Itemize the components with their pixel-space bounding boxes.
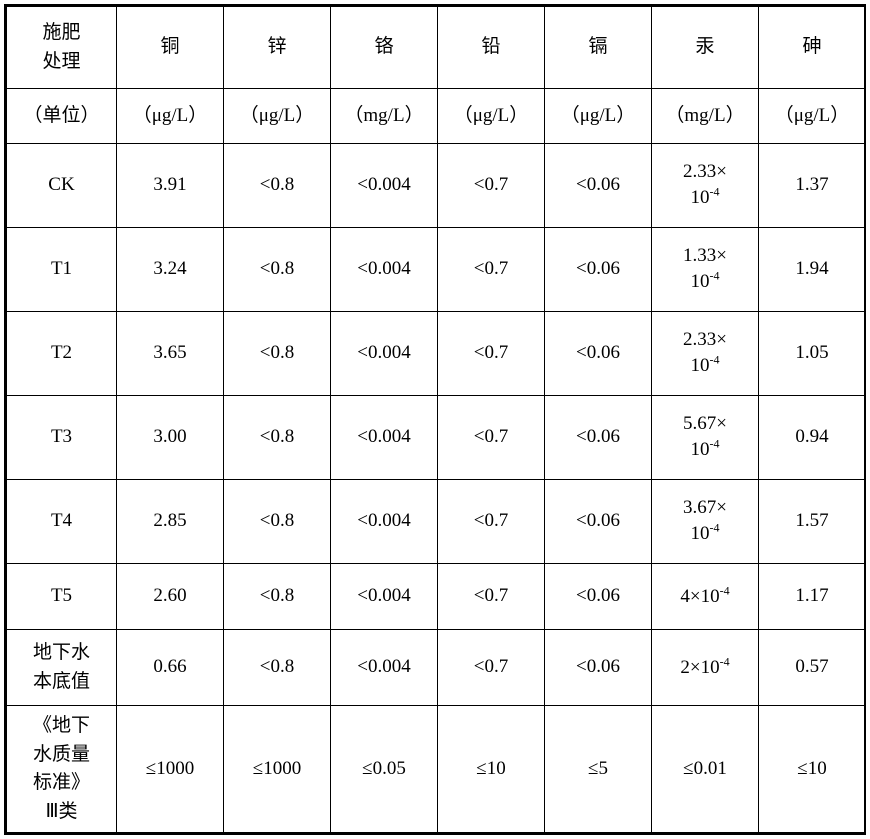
table-body: 施肥处理铜锌铬铅镉汞砷（单位）（μg/L）（μg/L）（mg/L）（μg/L）（… — [7, 7, 866, 833]
data-cell: T2 — [7, 312, 117, 396]
data-cell: <0.7 — [438, 144, 545, 228]
data-cell: ≤10 — [438, 706, 545, 833]
data-cell: 1.05 — [759, 312, 866, 396]
header-cell-pb: 铅 — [438, 7, 545, 89]
data-cell: 0.94 — [759, 396, 866, 480]
data-cell: <0.8 — [224, 480, 331, 564]
unit-cell-as: （μg/L） — [759, 89, 866, 144]
unit-cell-pb: （μg/L） — [438, 89, 545, 144]
data-cell: <0.7 — [438, 630, 545, 706]
data-cell: <0.8 — [224, 312, 331, 396]
unit-cell-zn: （μg/L） — [224, 89, 331, 144]
data-cell: <0.004 — [331, 396, 438, 480]
table-header-row: 施肥处理铜锌铬铅镉汞砷 — [7, 7, 866, 89]
data-cell: ≤5 — [545, 706, 652, 833]
data-cell: ≤10 — [759, 706, 866, 833]
heavy-metals-table: 施肥处理铜锌铬铅镉汞砷（单位）（μg/L）（μg/L）（mg/L）（μg/L）（… — [6, 6, 866, 833]
header-cell-cu: 铜 — [117, 7, 224, 89]
table-row: T52.60<0.8<0.004<0.7<0.064×10-41.17 — [7, 564, 866, 630]
data-cell: <0.7 — [438, 312, 545, 396]
data-cell: T3 — [7, 396, 117, 480]
data-cell: <0.06 — [545, 564, 652, 630]
data-cell: <0.8 — [224, 564, 331, 630]
data-cell: 3.00 — [117, 396, 224, 480]
data-cell: <0.06 — [545, 630, 652, 706]
data-cell: <0.8 — [224, 630, 331, 706]
data-cell: 1.57 — [759, 480, 866, 564]
data-cell: <0.7 — [438, 564, 545, 630]
data-cell: T5 — [7, 564, 117, 630]
data-cell: <0.004 — [331, 480, 438, 564]
data-cell: 1.37 — [759, 144, 866, 228]
data-cell: 3.24 — [117, 228, 224, 312]
data-cell: 2.33×10-4 — [652, 312, 759, 396]
data-cell: T4 — [7, 480, 117, 564]
data-cell: 地下水本底值 — [7, 630, 117, 706]
data-cell: <0.8 — [224, 396, 331, 480]
data-cell: 2×10-4 — [652, 630, 759, 706]
data-cell: <0.004 — [331, 564, 438, 630]
data-cell: ≤1000 — [117, 706, 224, 833]
data-cell: 3.91 — [117, 144, 224, 228]
data-cell: <0.06 — [545, 144, 652, 228]
data-cell: <0.7 — [438, 396, 545, 480]
data-cell: <0.7 — [438, 228, 545, 312]
data-cell: 3.65 — [117, 312, 224, 396]
data-cell: <0.06 — [545, 228, 652, 312]
table-row: T23.65<0.8<0.004<0.7<0.062.33×10-41.05 — [7, 312, 866, 396]
data-cell: CK — [7, 144, 117, 228]
data-cell: 4×10-4 — [652, 564, 759, 630]
data-cell: 1.33×10-4 — [652, 228, 759, 312]
data-cell: 0.66 — [117, 630, 224, 706]
data-cell: <0.8 — [224, 144, 331, 228]
table-row: T13.24<0.8<0.004<0.7<0.061.33×10-41.94 — [7, 228, 866, 312]
data-cell: ≤0.05 — [331, 706, 438, 833]
unit-cell-label: （单位） — [7, 89, 117, 144]
data-cell: 1.17 — [759, 564, 866, 630]
table-row: 《地下水质量标准》Ⅲ类≤1000≤1000≤0.05≤10≤5≤0.01≤10 — [7, 706, 866, 833]
data-cell: 3.67×10-4 — [652, 480, 759, 564]
data-cell: 2.60 — [117, 564, 224, 630]
data-cell: T1 — [7, 228, 117, 312]
table-row: T33.00<0.8<0.004<0.7<0.065.67×10-40.94 — [7, 396, 866, 480]
table-row: 地下水本底值0.66<0.8<0.004<0.7<0.062×10-40.57 — [7, 630, 866, 706]
header-cell-zn: 锌 — [224, 7, 331, 89]
data-cell: <0.004 — [331, 630, 438, 706]
header-cell-hg: 汞 — [652, 7, 759, 89]
data-cell: <0.06 — [545, 312, 652, 396]
data-cell: <0.8 — [224, 228, 331, 312]
unit-cell-cr: （mg/L） — [331, 89, 438, 144]
data-cell: 5.67×10-4 — [652, 396, 759, 480]
header-cell-label: 施肥处理 — [7, 7, 117, 89]
data-table-container: 施肥处理铜锌铬铅镉汞砷（单位）（μg/L）（μg/L）（mg/L）（μg/L）（… — [4, 4, 866, 835]
header-cell-cr: 铬 — [331, 7, 438, 89]
data-cell: 1.94 — [759, 228, 866, 312]
table-units-row: （单位）（μg/L）（μg/L）（mg/L）（μg/L）（μg/L）（mg/L）… — [7, 89, 866, 144]
data-cell: <0.004 — [331, 144, 438, 228]
data-cell: ≤0.01 — [652, 706, 759, 833]
data-cell: <0.004 — [331, 312, 438, 396]
data-cell: 0.57 — [759, 630, 866, 706]
table-row: CK3.91<0.8<0.004<0.7<0.062.33×10-41.37 — [7, 144, 866, 228]
data-cell: <0.004 — [331, 228, 438, 312]
header-cell-as: 砷 — [759, 7, 866, 89]
header-cell-cd: 镉 — [545, 7, 652, 89]
data-cell: 2.85 — [117, 480, 224, 564]
table-row: T42.85<0.8<0.004<0.7<0.063.67×10-41.57 — [7, 480, 866, 564]
data-cell: <0.7 — [438, 480, 545, 564]
data-cell: 《地下水质量标准》Ⅲ类 — [7, 706, 117, 833]
data-cell: <0.06 — [545, 480, 652, 564]
unit-cell-cu: （μg/L） — [117, 89, 224, 144]
data-cell: 2.33×10-4 — [652, 144, 759, 228]
data-cell: ≤1000 — [224, 706, 331, 833]
data-cell: <0.06 — [545, 396, 652, 480]
unit-cell-hg: （mg/L） — [652, 89, 759, 144]
unit-cell-cd: （μg/L） — [545, 89, 652, 144]
